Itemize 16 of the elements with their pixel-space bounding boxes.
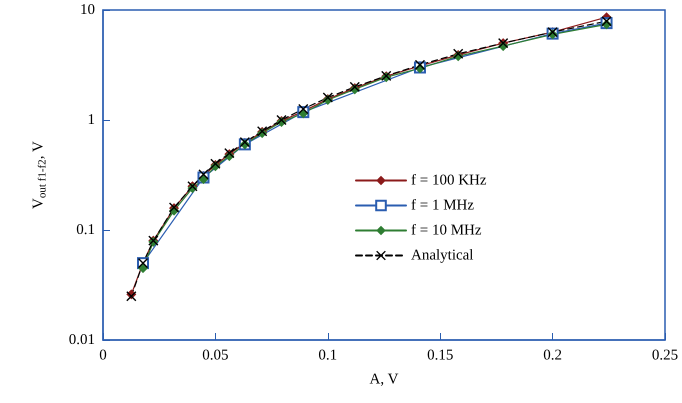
x-tick-label: 0.2 [543,348,562,364]
x-tick-label: 0.1 [318,348,338,364]
legend-label: f = 100 KHz [411,172,487,188]
x-tick-label: 0.25 [652,348,678,364]
x-tick-label: 0.15 [427,348,454,364]
y-tick-label: 10 [80,2,95,18]
y-axis-title: Vout f1-f2, V [30,140,48,209]
legend-label: f = 10 MHz [411,222,482,238]
legend-label: f = 1 MHz [411,198,474,214]
x-axis-title: A, V [370,372,399,388]
x-tick-label: 0.05 [202,348,229,364]
y-tick-label: 0.1 [76,222,95,238]
legend-label: Analytical [411,248,474,264]
x-tick-label: 0 [99,348,107,364]
y-tick-label: 0.01 [68,332,95,348]
y-tick-label: 1 [88,112,95,128]
